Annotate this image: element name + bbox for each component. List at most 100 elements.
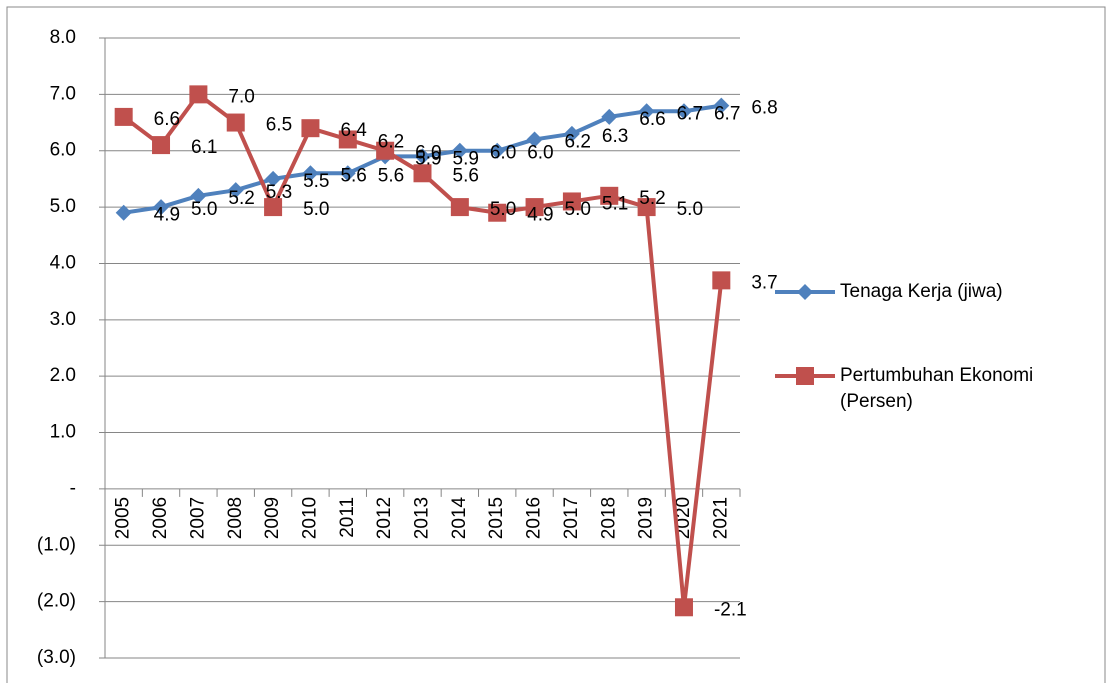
data-label: 5.0 bbox=[191, 199, 217, 220]
data-point bbox=[339, 165, 356, 182]
data-point bbox=[526, 131, 543, 148]
data-point bbox=[563, 125, 580, 142]
legend-label: Pertumbuhan Ekonomi (Persen) bbox=[840, 365, 1034, 412]
data-label: 6.6 bbox=[639, 109, 665, 130]
data-point bbox=[674, 598, 693, 617]
data-label: 5.2 bbox=[228, 188, 254, 209]
chart-border bbox=[6, 6, 1106, 683]
data-label: 5.5 bbox=[303, 171, 329, 192]
x-tick-label: 2009 bbox=[262, 497, 283, 539]
data-label: 5.6 bbox=[340, 165, 366, 186]
data-point bbox=[450, 198, 469, 217]
data-label: 5.6 bbox=[378, 165, 404, 186]
data-point bbox=[489, 142, 506, 159]
data-label: 5.1 bbox=[602, 193, 628, 214]
data-label: 6.3 bbox=[602, 126, 628, 147]
x-tick-label: 2006 bbox=[150, 497, 171, 539]
y-tick-label: 3.0 bbox=[50, 309, 76, 330]
x-tick-label: 2005 bbox=[113, 497, 134, 539]
data-point bbox=[712, 271, 731, 290]
x-tick-label: 2013 bbox=[412, 497, 433, 539]
x-tick-label: 2015 bbox=[486, 497, 507, 539]
data-label: 5.2 bbox=[639, 188, 665, 209]
data-point bbox=[675, 103, 692, 120]
y-tick-label: 4.0 bbox=[50, 252, 76, 273]
data-point bbox=[451, 142, 468, 159]
data-point bbox=[153, 199, 170, 216]
x-tick-label: 2008 bbox=[225, 497, 246, 539]
y-tick-label: 1.0 bbox=[50, 422, 76, 443]
data-point bbox=[338, 130, 357, 149]
legend-marker bbox=[797, 284, 813, 300]
y-tick-label: 6.0 bbox=[50, 140, 76, 161]
x-tick-label: 2014 bbox=[449, 496, 470, 539]
y-tick-label: 2.0 bbox=[50, 365, 76, 386]
x-tick-label: 2011 bbox=[337, 497, 358, 538]
data-label: 6.0 bbox=[415, 143, 441, 164]
y-tick-label: (3.0) bbox=[37, 647, 76, 668]
data-point bbox=[638, 103, 655, 120]
x-tick-label: 2018 bbox=[598, 497, 619, 539]
data-point bbox=[152, 136, 171, 155]
data-label: 6.7 bbox=[677, 103, 703, 124]
data-point bbox=[190, 187, 207, 204]
data-label: 4.9 bbox=[527, 205, 553, 226]
y-tick-label: (2.0) bbox=[37, 591, 76, 612]
x-tick-label: 2021 bbox=[710, 497, 731, 539]
data-point bbox=[189, 85, 208, 104]
y-tick-label: 7.0 bbox=[50, 83, 76, 104]
data-label: 6.0 bbox=[527, 143, 553, 164]
data-label: 6.7 bbox=[714, 103, 740, 124]
legend-marker bbox=[796, 367, 814, 385]
data-point bbox=[601, 108, 618, 125]
data-point bbox=[301, 119, 320, 138]
data-point bbox=[227, 182, 244, 199]
data-point bbox=[525, 198, 544, 217]
data-label: 5.3 bbox=[266, 182, 292, 203]
data-point bbox=[264, 198, 283, 217]
data-label: 6.4 bbox=[340, 120, 367, 141]
data-label: 5.0 bbox=[303, 199, 329, 220]
data-label: 6.2 bbox=[378, 131, 404, 152]
data-label: 7.0 bbox=[228, 86, 254, 107]
data-label: 5.9 bbox=[453, 148, 479, 169]
data-point bbox=[488, 203, 507, 222]
data-label: 5.6 bbox=[453, 165, 479, 186]
data-point bbox=[600, 186, 619, 205]
data-point bbox=[226, 113, 245, 132]
data-point bbox=[115, 204, 132, 221]
data-point bbox=[114, 107, 133, 126]
data-label: 6.6 bbox=[154, 109, 180, 130]
data-point bbox=[414, 148, 431, 165]
y-tick-label: - bbox=[70, 478, 76, 499]
x-tick-label: 2017 bbox=[561, 497, 582, 539]
data-label: 6.1 bbox=[191, 137, 217, 158]
data-label: 5.9 bbox=[415, 148, 441, 169]
y-tick-label: 5.0 bbox=[50, 196, 76, 217]
data-point bbox=[637, 198, 656, 217]
data-label: 3.7 bbox=[751, 272, 777, 293]
data-point bbox=[413, 164, 432, 183]
x-tick-label: 2016 bbox=[524, 497, 545, 539]
data-label: -2.1 bbox=[714, 599, 747, 620]
data-label: 5.0 bbox=[490, 199, 516, 220]
y-tick-label: (1.0) bbox=[37, 534, 76, 555]
y-tick-label: 8.0 bbox=[50, 27, 76, 48]
data-label: 5.0 bbox=[565, 199, 591, 220]
data-point bbox=[713, 97, 730, 114]
x-tick-label: 2010 bbox=[299, 497, 320, 539]
data-point bbox=[302, 165, 319, 182]
legend-label: Tenaga Kerja (jiwa) bbox=[840, 281, 1003, 302]
data-point bbox=[376, 141, 395, 160]
data-label: 6.5 bbox=[266, 115, 292, 136]
x-tick-label: 2007 bbox=[187, 497, 208, 539]
data-label: 6.2 bbox=[565, 131, 591, 152]
x-tick-label: 2019 bbox=[636, 497, 657, 539]
data-point bbox=[265, 170, 282, 187]
data-point bbox=[562, 192, 581, 211]
data-label: 4.9 bbox=[154, 205, 180, 226]
x-tick-label: 2012 bbox=[374, 497, 395, 539]
data-label: 5.0 bbox=[677, 199, 703, 220]
